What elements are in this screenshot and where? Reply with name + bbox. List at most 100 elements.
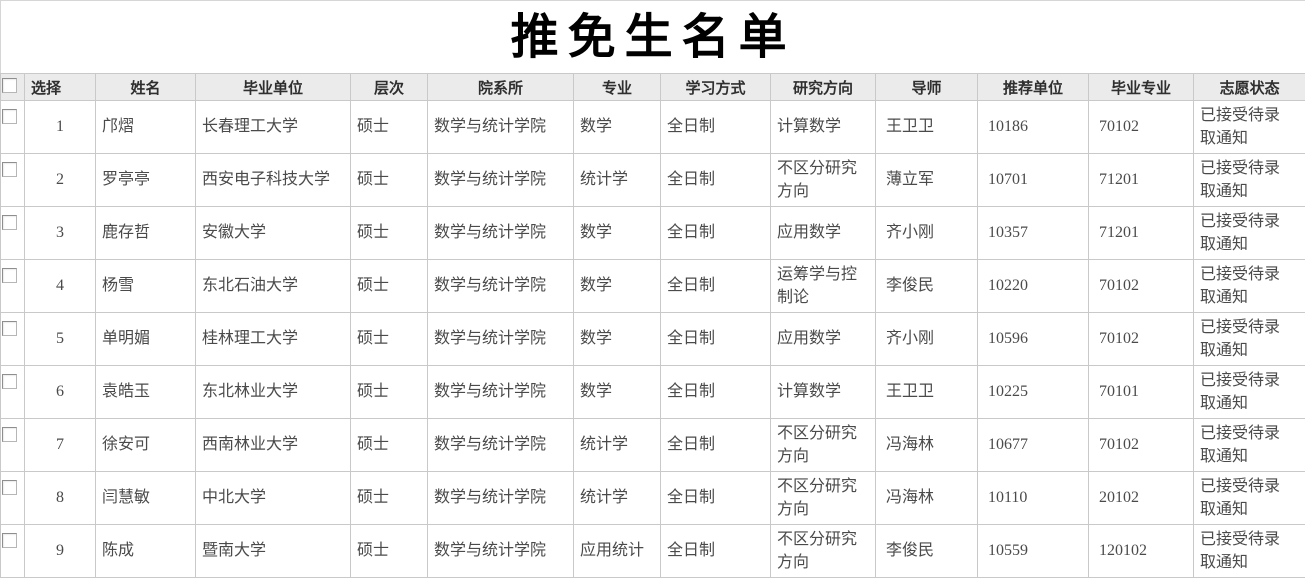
grad-major-code: 71201 <box>1088 153 1194 207</box>
grad-school: 西南林业大学 <box>195 418 351 472</box>
col-header-advisor: 导师 <box>875 73 978 101</box>
major: 统计学 <box>573 471 661 525</box>
col-header-department: 院系所 <box>427 73 574 101</box>
table-row: 2 罗亭亭 西安电子科技大学 硕士 数学与统计学院 统计学 全日制 不区分研究方… <box>0 153 1305 207</box>
col-header-rec-unit-code: 推荐单位 <box>977 73 1089 101</box>
row-number: 9 <box>24 524 96 578</box>
col-header-study-mode: 学习方式 <box>660 73 771 101</box>
row-number: 8 <box>24 471 96 525</box>
research-direction: 不区分研究方向 <box>770 153 876 207</box>
research-direction: 应用数学 <box>770 206 876 260</box>
research-direction: 计算数学 <box>770 100 876 154</box>
student-name: 袁皓玉 <box>95 365 196 419</box>
major: 数学 <box>573 312 661 366</box>
grad-major-code: 70101 <box>1088 365 1194 419</box>
row-checkbox-cell <box>0 471 25 525</box>
row-number: 1 <box>24 100 96 154</box>
status: 已接受待录取通知 <box>1192 206 1305 260</box>
department: 数学与统计学院 <box>427 206 574 260</box>
status: 已接受待录取通知 <box>1192 418 1305 472</box>
research-direction: 运筹学与控制论 <box>770 259 876 313</box>
page-title: 推免生名单 <box>510 9 796 65</box>
department: 数学与统计学院 <box>427 524 574 578</box>
grad-school: 桂林理工大学 <box>195 312 351 366</box>
row-checkbox-cell <box>0 100 25 154</box>
row-checkbox-cell <box>0 524 25 578</box>
row-checkbox[interactable] <box>2 215 17 230</box>
rec-unit-code: 10559 <box>977 524 1089 578</box>
major: 统计学 <box>573 418 661 472</box>
study-mode: 全日制 <box>660 471 771 525</box>
grad-major-code: 70102 <box>1088 259 1194 313</box>
row-checkbox-cell <box>0 153 25 207</box>
table-row: 6 袁皓玉 东北林业大学 硕士 数学与统计学院 数学 全日制 计算数学 王卫卫 … <box>0 365 1305 419</box>
row-number: 4 <box>24 259 96 313</box>
status-text: 已接受待录取通知 <box>1200 530 1281 571</box>
row-checkbox[interactable] <box>2 162 17 177</box>
grad-school: 长春理工大学 <box>195 100 351 154</box>
level: 硕士 <box>350 418 428 472</box>
grad-major-code: 120102 <box>1088 524 1194 578</box>
student-name: 闫慧敏 <box>95 471 196 525</box>
grad-school: 东北林业大学 <box>195 365 351 419</box>
row-number: 6 <box>24 365 96 419</box>
grad-school: 暨南大学 <box>195 524 351 578</box>
rec-unit-code: 10677 <box>977 418 1089 472</box>
study-mode: 全日制 <box>660 153 771 207</box>
select-all-header-cell <box>0 73 25 101</box>
rec-unit-code: 10357 <box>977 206 1089 260</box>
row-checkbox[interactable] <box>2 427 17 442</box>
table-row: 3 鹿存哲 安徽大学 硕士 数学与统计学院 数学 全日制 应用数学 齐小刚 10… <box>0 206 1305 260</box>
advisor: 李俊民 <box>875 259 978 313</box>
advisor: 齐小刚 <box>875 312 978 366</box>
major: 数学 <box>573 206 661 260</box>
row-checkbox[interactable] <box>2 268 17 283</box>
row-checkbox[interactable] <box>2 109 17 124</box>
row-checkbox[interactable] <box>2 533 17 548</box>
status-text: 已接受待录取通知 <box>1200 212 1281 253</box>
status: 已接受待录取通知 <box>1192 153 1305 207</box>
department: 数学与统计学院 <box>427 312 574 366</box>
major: 统计学 <box>573 153 661 207</box>
col-header-research-direction: 研究方向 <box>770 73 876 101</box>
row-checkbox-cell <box>0 418 25 472</box>
status-text: 已接受待录取通知 <box>1200 159 1281 200</box>
row-checkbox[interactable] <box>2 480 17 495</box>
student-name: 罗亭亭 <box>95 153 196 207</box>
study-mode: 全日制 <box>660 206 771 260</box>
grad-major-code: 71201 <box>1088 206 1194 260</box>
col-header-status: 志愿状态 <box>1192 73 1305 101</box>
rec-unit-code: 10220 <box>977 259 1089 313</box>
level: 硕士 <box>350 259 428 313</box>
row-checkbox[interactable] <box>2 374 17 389</box>
grad-school: 东北石油大学 <box>195 259 351 313</box>
status: 已接受待录取通知 <box>1192 259 1305 313</box>
row-checkbox-cell <box>0 259 25 313</box>
advisor: 冯海林 <box>875 471 978 525</box>
select-all-checkbox[interactable] <box>2 77 17 93</box>
status: 已接受待录取通知 <box>1192 471 1305 525</box>
table-row: 4 杨雪 东北石油大学 硕士 数学与统计学院 数学 全日制 运筹学与控制论 李俊… <box>0 259 1305 313</box>
row-number: 5 <box>24 312 96 366</box>
major: 数学 <box>573 100 661 154</box>
research-direction: 应用数学 <box>770 312 876 366</box>
status-text: 已接受待录取通知 <box>1200 371 1281 412</box>
grad-major-code: 70102 <box>1088 100 1194 154</box>
level: 硕士 <box>350 524 428 578</box>
major: 数学 <box>573 365 661 419</box>
status: 已接受待录取通知 <box>1192 312 1305 366</box>
study-mode: 全日制 <box>660 418 771 472</box>
table-row: 8 闫慧敏 中北大学 硕士 数学与统计学院 统计学 全日制 不区分研究方向 冯海… <box>0 471 1305 525</box>
grad-major-code: 70102 <box>1088 312 1194 366</box>
row-number: 3 <box>24 206 96 260</box>
advisor: 李俊民 <box>875 524 978 578</box>
department: 数学与统计学院 <box>427 471 574 525</box>
department: 数学与统计学院 <box>427 365 574 419</box>
row-checkbox[interactable] <box>2 321 17 336</box>
study-mode: 全日制 <box>660 312 771 366</box>
study-mode: 全日制 <box>660 365 771 419</box>
grad-school: 中北大学 <box>195 471 351 525</box>
grad-school: 安徽大学 <box>195 206 351 260</box>
